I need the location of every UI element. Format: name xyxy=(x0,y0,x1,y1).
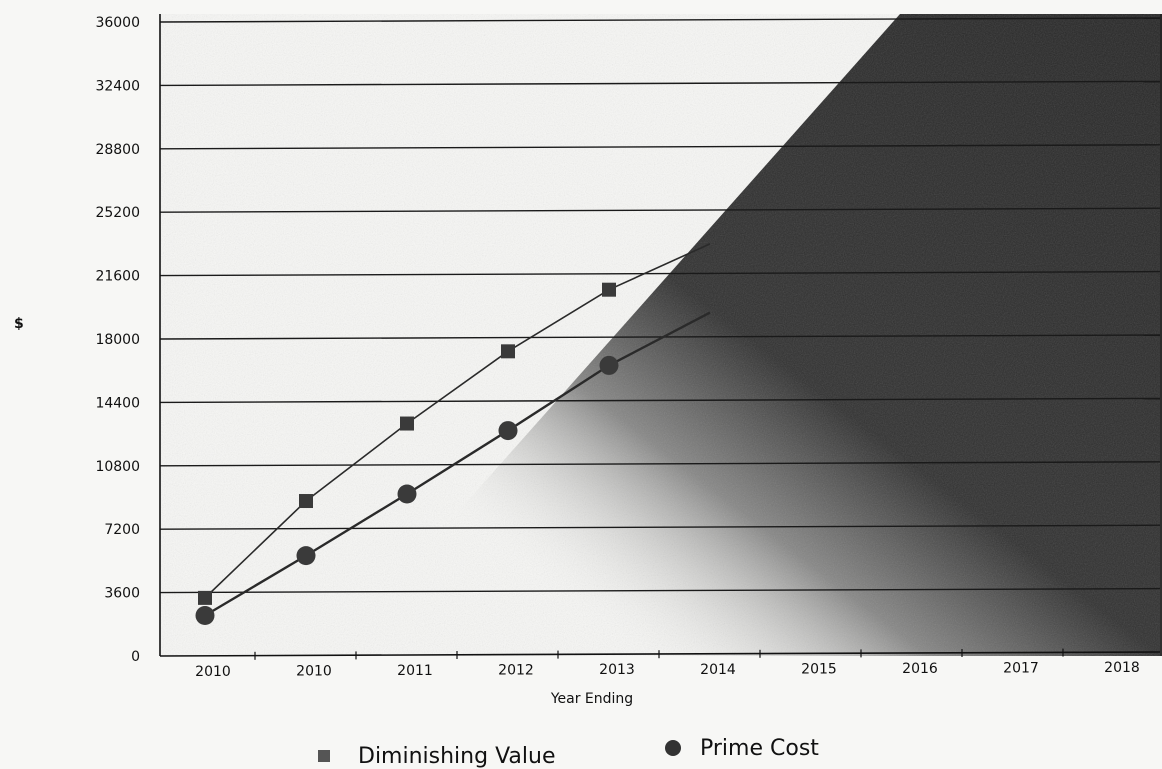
marker-prime-cost xyxy=(599,355,619,375)
x-tick-label: 2018 xyxy=(1104,660,1140,676)
y-tick-label: 14400 xyxy=(95,395,140,411)
y-tick-label: 21600 xyxy=(95,269,140,285)
y-tick-label: 0 xyxy=(131,649,140,665)
marker-diminishing-value xyxy=(198,590,212,605)
x-axis-title: Year Ending xyxy=(550,691,633,707)
y-tick-label: 10800 xyxy=(95,459,140,475)
x-tick-label: 2010 xyxy=(296,663,332,679)
series-line-diminishing-value xyxy=(204,243,711,599)
gridline xyxy=(159,144,1161,150)
series-layer xyxy=(195,243,711,625)
x-axis-line xyxy=(159,651,1161,657)
x-tick-label: 2012 xyxy=(498,663,534,679)
legend-marker-diminishing-value xyxy=(318,750,330,762)
marker-diminishing-value xyxy=(501,344,515,359)
x-tick-label: 2015 xyxy=(801,661,837,677)
y-tick-label: 3600 xyxy=(104,586,140,602)
x-tick-label: 2011 xyxy=(397,663,433,679)
gridline xyxy=(159,270,1161,277)
gridline xyxy=(159,587,1161,594)
x-tick-label: 2013 xyxy=(599,662,635,678)
gridline xyxy=(159,80,1161,87)
gridline xyxy=(159,334,1161,340)
y-tick-label: 36000 xyxy=(95,15,140,31)
y-tick-label: 32400 xyxy=(95,78,140,94)
marker-prime-cost xyxy=(397,484,417,504)
marker-prime-cost xyxy=(296,546,316,566)
gridline xyxy=(159,17,1161,23)
x-tick-label: 2017 xyxy=(1003,661,1039,677)
legend-marker-prime-cost xyxy=(665,740,681,756)
x-tick-label: 2014 xyxy=(700,662,736,678)
gridline xyxy=(159,461,1161,467)
legend-label-diminishing-value: Diminishing Value xyxy=(358,744,555,769)
marker-diminishing-value xyxy=(400,416,414,431)
gridline xyxy=(159,524,1161,530)
gridline xyxy=(159,397,1161,404)
y-tick-label: 7200 xyxy=(104,522,140,538)
marker-diminishing-value xyxy=(299,494,313,509)
x-tick-label: 2016 xyxy=(902,661,938,677)
marker-prime-cost xyxy=(498,421,518,441)
x-tick-label: 2010 xyxy=(195,664,231,680)
legend-label-prime-cost: Prime Cost xyxy=(700,736,819,761)
grid-layer xyxy=(159,17,1161,594)
axis-layer: 0 3600 7200 10800 14400 18000 21600 25200 28800 3… xyxy=(95,14,1161,680)
marker-prime-cost xyxy=(195,605,215,625)
y-tick-label: 25200 xyxy=(95,205,140,221)
gridline xyxy=(159,207,1161,213)
y-axis-title: $ xyxy=(14,316,24,332)
y-tick-label: 28800 xyxy=(95,142,140,158)
marker-diminishing-value xyxy=(602,282,616,297)
series-line-prime-cost xyxy=(204,311,711,617)
y-tick-label: 18000 xyxy=(95,332,140,348)
legend: Diminishing Value Prime Cost xyxy=(318,736,819,769)
